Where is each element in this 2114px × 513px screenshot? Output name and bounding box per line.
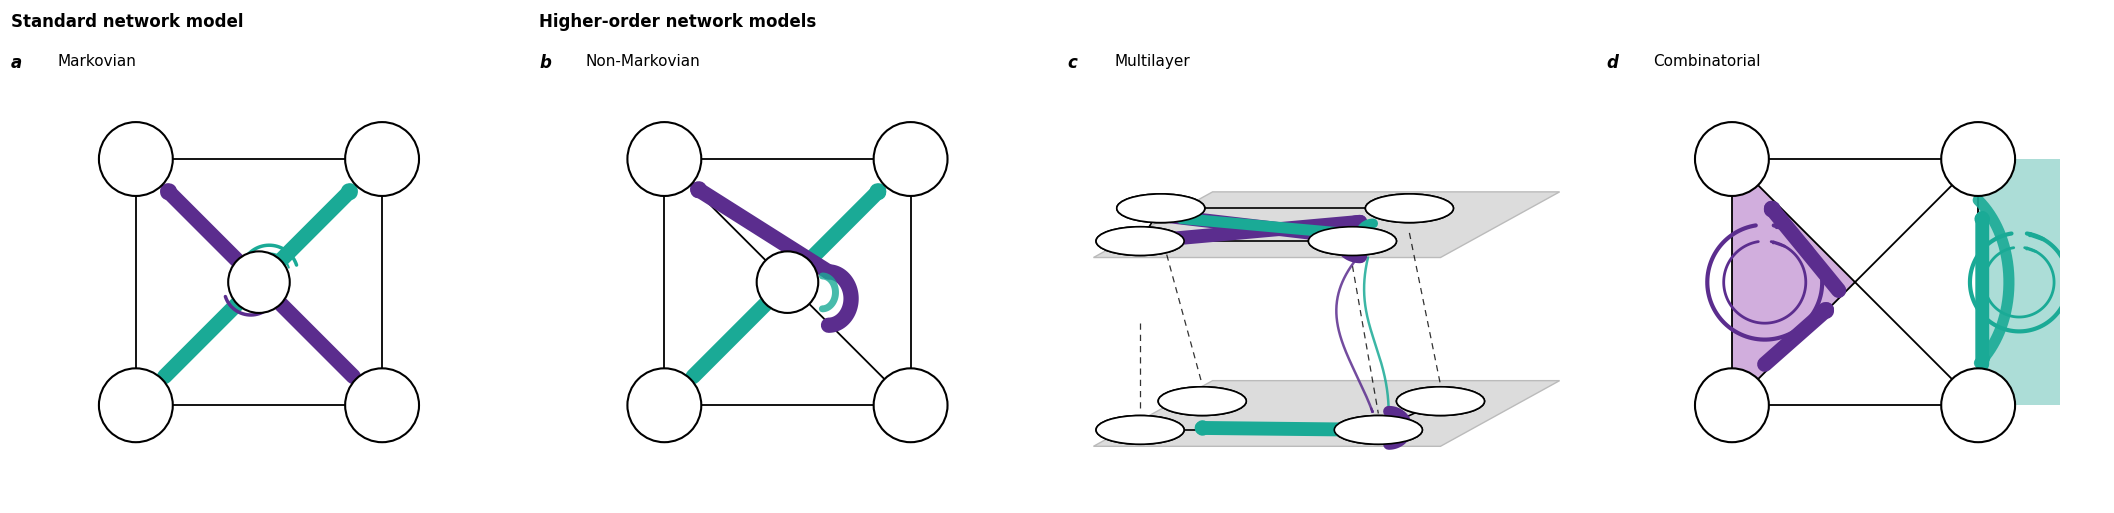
Polygon shape xyxy=(1093,381,1560,446)
Ellipse shape xyxy=(1095,227,1184,255)
Polygon shape xyxy=(1731,159,1856,405)
Circle shape xyxy=(345,368,419,442)
Text: b: b xyxy=(539,54,552,72)
Circle shape xyxy=(1695,122,1769,196)
Ellipse shape xyxy=(1366,194,1454,223)
Ellipse shape xyxy=(1095,227,1184,255)
Ellipse shape xyxy=(1334,416,1423,444)
Circle shape xyxy=(99,368,173,442)
Circle shape xyxy=(99,122,173,196)
Ellipse shape xyxy=(1334,416,1423,444)
Ellipse shape xyxy=(1095,416,1184,444)
Ellipse shape xyxy=(1158,387,1247,416)
Circle shape xyxy=(1695,368,1769,442)
Text: Higher-order network models: Higher-order network models xyxy=(539,13,816,31)
Polygon shape xyxy=(1093,192,1560,258)
Ellipse shape xyxy=(1397,387,1484,416)
Text: Standard network model: Standard network model xyxy=(11,13,243,31)
Ellipse shape xyxy=(1116,194,1205,223)
Text: c: c xyxy=(1068,54,1078,72)
Circle shape xyxy=(228,251,290,313)
Text: d: d xyxy=(1607,54,1619,72)
Text: Combinatorial: Combinatorial xyxy=(1653,54,1761,69)
Circle shape xyxy=(345,122,419,196)
Text: Non-Markovian: Non-Markovian xyxy=(586,54,700,69)
Ellipse shape xyxy=(1158,387,1247,416)
Text: Markovian: Markovian xyxy=(57,54,135,69)
Circle shape xyxy=(757,251,818,313)
Polygon shape xyxy=(1979,159,2067,405)
Ellipse shape xyxy=(1397,387,1484,416)
Ellipse shape xyxy=(1095,416,1184,444)
Circle shape xyxy=(628,368,702,442)
Circle shape xyxy=(628,122,702,196)
Ellipse shape xyxy=(1309,227,1397,255)
Circle shape xyxy=(873,368,947,442)
Text: a: a xyxy=(11,54,21,72)
Circle shape xyxy=(873,122,947,196)
Ellipse shape xyxy=(1309,227,1397,255)
Ellipse shape xyxy=(1116,194,1205,223)
Ellipse shape xyxy=(1366,194,1454,223)
Circle shape xyxy=(1941,122,2015,196)
Text: Multilayer: Multilayer xyxy=(1114,54,1190,69)
Circle shape xyxy=(1941,368,2015,442)
